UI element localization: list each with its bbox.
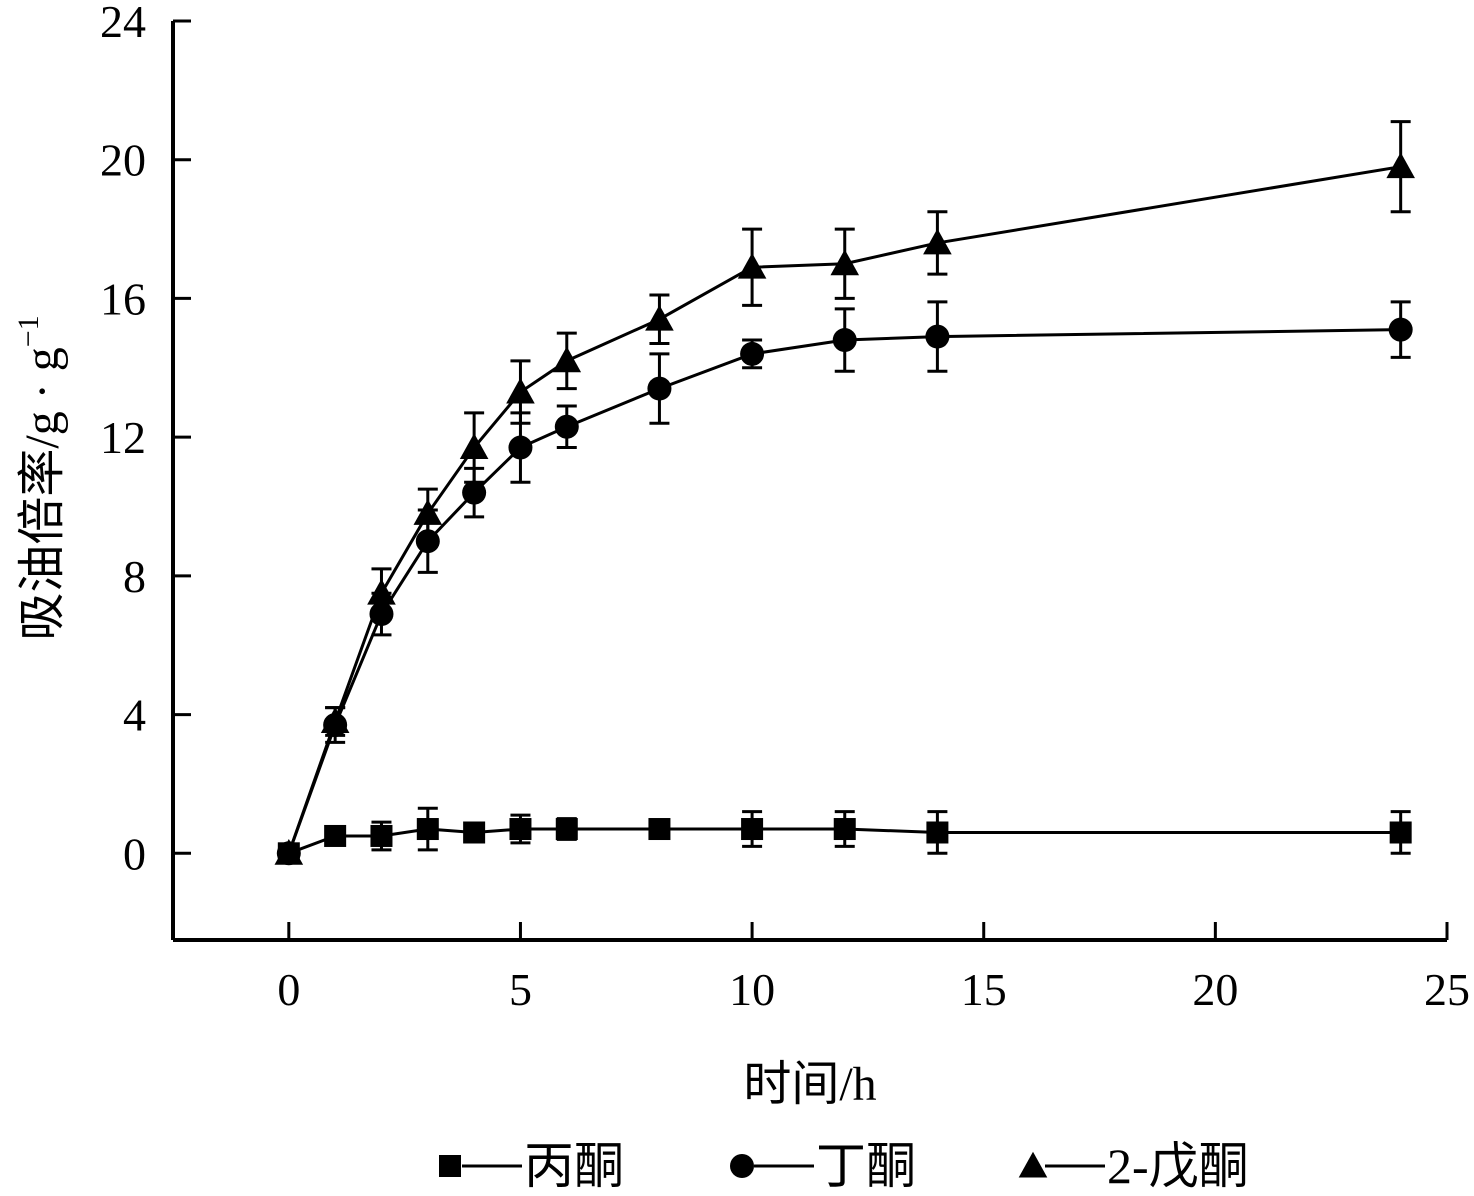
- circle-marker: [554, 414, 579, 439]
- triangle-marker: [274, 839, 304, 865]
- x-tick-label: 20: [1192, 964, 1238, 1015]
- series-line: [287, 328, 1401, 854]
- circle-marker: [925, 324, 950, 349]
- y-axis-title-main: 吸油倍率/g · g: [16, 347, 69, 640]
- circle-marker: [832, 328, 857, 353]
- circle-marker: [730, 1154, 754, 1178]
- triangle-marker: [830, 249, 860, 276]
- y-axis-title-exponent: −1: [12, 315, 45, 347]
- y-tick-label: 24: [100, 0, 146, 47]
- y-tick-label: 4: [123, 690, 146, 741]
- square-marker: [439, 1155, 461, 1177]
- square-marker: [370, 824, 393, 847]
- y-tick-label: 16: [100, 273, 146, 324]
- triangle-marker: [320, 707, 350, 733]
- x-tick-label: 25: [1424, 964, 1470, 1015]
- legend: 丙酮 丁酮 2-戊酮: [439, 1138, 1249, 1194]
- triangle-marker: [645, 304, 674, 331]
- square-marker: [416, 818, 439, 841]
- triangle-marker: [1018, 1151, 1048, 1178]
- y-tick-label: 0: [123, 828, 146, 879]
- triangle-marker: [413, 499, 443, 525]
- square-marker: [1389, 821, 1412, 844]
- x-tick-label: 0: [277, 964, 300, 1015]
- series-line: [287, 165, 1401, 854]
- legend-label: 丙酮: [524, 1138, 624, 1194]
- y-axis-title: 吸油倍率/g · g−1: [12, 315, 69, 640]
- circle-marker: [508, 435, 533, 460]
- square-marker: [926, 821, 949, 844]
- triangle-marker: [923, 228, 952, 255]
- triangle-marker: [506, 377, 535, 404]
- circle-marker: [462, 480, 487, 505]
- series-layer: [274, 120, 1415, 866]
- circle-marker: [1388, 317, 1413, 342]
- legend-item-1: 丙酮: [439, 1138, 624, 1194]
- circle-marker: [415, 529, 440, 554]
- series-3: [274, 120, 1415, 865]
- triangle-marker: [459, 433, 489, 459]
- series-2: [276, 300, 1413, 866]
- x-axis-title: 时间/h: [743, 1058, 876, 1111]
- triangle-marker: [367, 578, 396, 605]
- triangle-marker: [1386, 152, 1415, 179]
- legend-item-3: 2-戊酮: [1018, 1138, 1249, 1194]
- square-marker: [509, 818, 532, 841]
- series-1: [277, 806, 1412, 865]
- x-tick-label: 15: [961, 964, 1007, 1015]
- square-marker: [833, 818, 856, 841]
- square-marker: [555, 818, 578, 841]
- square-marker: [648, 818, 671, 841]
- y-tick-label: 8: [123, 551, 146, 602]
- x-tick-label: 10: [729, 964, 775, 1015]
- legend-label: 丁酮: [816, 1138, 916, 1194]
- legend-label: 2-戊酮: [1107, 1138, 1249, 1194]
- y-tick-label: 12: [100, 412, 146, 463]
- square-marker: [324, 824, 347, 847]
- x-tick-label: 5: [509, 964, 532, 1015]
- legend-item-2: 丁酮: [730, 1138, 916, 1194]
- y-tick-label: 20: [100, 135, 146, 186]
- circle-marker: [740, 341, 765, 366]
- square-marker: [741, 818, 764, 841]
- circle-marker: [647, 376, 672, 401]
- square-marker: [463, 821, 486, 844]
- triangle-marker: [552, 346, 582, 373]
- axes: 0 5 10 15 20 25 0 4 8 12 16 20 24: [100, 0, 1470, 1015]
- triangle-marker: [737, 252, 767, 279]
